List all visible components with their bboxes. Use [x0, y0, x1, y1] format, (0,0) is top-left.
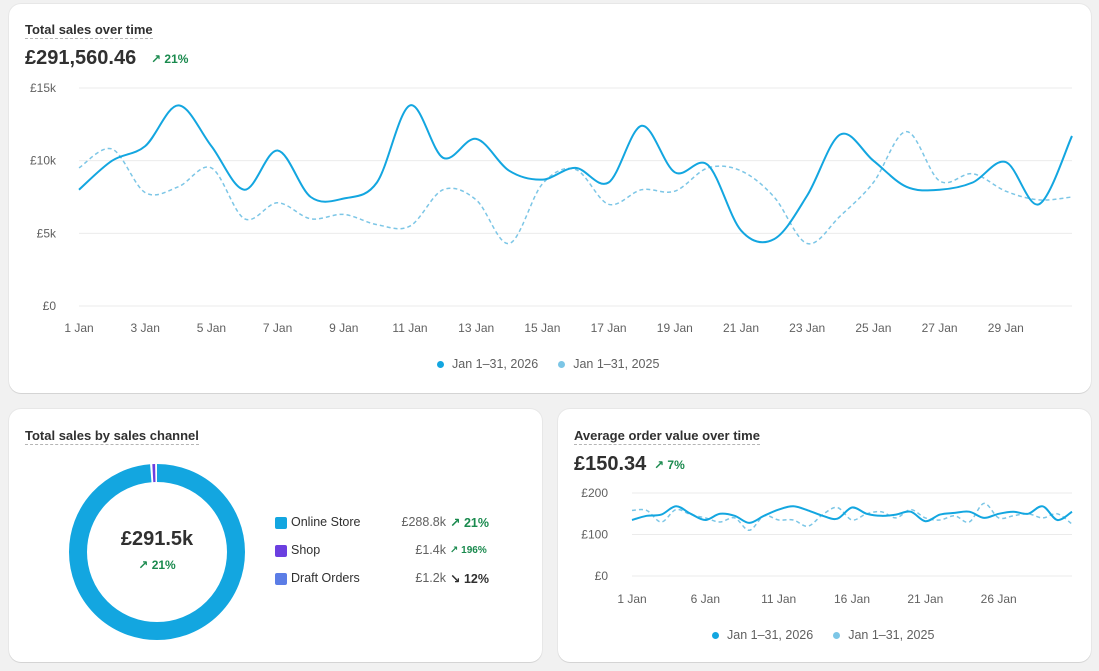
sales-channel-card: Total sales by sales channel £291.5k ↗ 2… — [9, 409, 542, 662]
y-tick-label: £5k — [37, 226, 57, 240]
channel-swatch — [275, 545, 287, 557]
total-sales-card: Total sales over time £291,560.46 ↗ 21% … — [9, 4, 1091, 393]
y-tick-label: £10k — [30, 154, 57, 168]
aov-delta: ↗ 7% — [654, 458, 685, 472]
legend-item-current[interactable]: Jan 1–31, 2026 — [712, 628, 813, 642]
channel-row-draft-orders[interactable]: Draft Orders £1.2k ↘ 12% — [275, 570, 490, 588]
channel-name: Draft Orders — [291, 571, 360, 585]
channel-delta-value: 21% — [463, 516, 489, 530]
legend-dot-current — [437, 360, 444, 368]
x-tick-label: 25 Jan — [855, 321, 891, 335]
channel-value: £1.4k — [415, 543, 446, 557]
y-tick-label: £0 — [43, 299, 57, 313]
x-tick-label: 3 Jan — [131, 321, 160, 335]
channel-swatch — [275, 517, 287, 529]
x-tick-label: 29 Jan — [988, 321, 1024, 335]
trend-up-icon: ↗ — [450, 516, 461, 530]
legend-label-previous: Jan 1–31, 2025 — [573, 357, 660, 371]
channel-delta: ↗ 21% — [450, 515, 489, 530]
legend-dot-previous — [833, 631, 841, 639]
y-tick-label: £100 — [581, 528, 608, 542]
channel-delta: ↘ 12% — [450, 571, 489, 586]
channel-swatch — [275, 573, 287, 585]
x-tick-label: 19 Jan — [657, 321, 693, 335]
total-sales-legend: Jan 1–31, 2026 Jan 1–31, 2025 — [437, 357, 659, 371]
donut-slice-online-store[interactable] — [69, 464, 245, 640]
x-tick-label: 6 Jan — [691, 592, 720, 606]
series-line-previous[interactable] — [631, 502, 1073, 532]
y-tick-label: £0 — [595, 569, 609, 583]
channel-value: £288.8k — [401, 515, 446, 529]
legend-dot-previous — [558, 360, 566, 368]
total-sales-title[interactable]: Total sales over time — [25, 22, 153, 39]
sales-channel-donut-chart — [69, 464, 245, 640]
x-tick-label: 21 Jan — [907, 592, 943, 606]
channel-value: £1.2k — [415, 571, 446, 585]
total-sales-delta: ↗ 21% — [151, 52, 188, 66]
legend-item-previous[interactable]: Jan 1–31, 2025 — [558, 357, 659, 371]
x-tick-label: 21 Jan — [723, 321, 759, 335]
x-tick-label: 7 Jan — [263, 321, 292, 335]
x-tick-label: 16 Jan — [834, 592, 870, 606]
donut-slice-draft-orders[interactable] — [69, 464, 245, 640]
legend-item-current[interactable]: Jan 1–31, 2026 — [437, 357, 538, 371]
legend-item-previous[interactable]: Jan 1–31, 2025 — [833, 628, 934, 642]
series-line-current[interactable] — [78, 104, 1073, 244]
total-sales-line-chart: £0 £5k £10k £15k 1 Jan 3 Jan 5 Jan 7 Jan 9 Jan 11… — [30, 81, 1073, 335]
sales-channel-title[interactable]: Total sales by sales channel — [25, 428, 199, 445]
y-tick-label: £200 — [581, 486, 608, 500]
total-sales-value: £291,560.46 — [25, 47, 137, 69]
series-line-previous[interactable] — [78, 130, 1073, 245]
channel-name: Shop — [291, 543, 321, 557]
donut-center-delta: ↗ 21% — [97, 558, 217, 572]
trend-down-icon: ↘ — [450, 572, 461, 586]
aov-legend: Jan 1–31, 2026 Jan 1–31, 2025 — [712, 628, 934, 642]
x-tick-label: 26 Jan — [981, 592, 1017, 606]
x-tick-label: 9 Jan — [329, 321, 358, 335]
legend-label-previous: Jan 1–31, 2025 — [848, 628, 935, 642]
total-sales-delta-value: 21% — [164, 52, 189, 66]
legend-dot-current — [712, 631, 719, 639]
legend-label-current: Jan 1–31, 2026 — [727, 628, 814, 642]
x-tick-label: 5 Jan — [197, 321, 226, 335]
x-tick-label: 1 Jan — [617, 592, 646, 606]
x-tick-label: 11 Jan — [392, 321, 427, 335]
trend-up-icon: ↗ — [654, 458, 665, 472]
donut-center-value: £291.5k — [120, 528, 194, 550]
aov-card: Average order value over time £150.34 ↗ … — [558, 409, 1091, 662]
trend-up-icon: ↗ — [450, 545, 459, 556]
channel-delta: ↗ 196% — [450, 545, 487, 556]
channel-delta-value: 12% — [463, 572, 489, 586]
channel-delta-value: 196% — [461, 545, 487, 556]
channel-row-online-store[interactable]: Online Store £288.8k ↗ 21% — [275, 514, 490, 532]
trend-up-icon: ↗ — [151, 52, 162, 66]
x-tick-label: 1 Jan — [64, 321, 93, 335]
legend-label-current: Jan 1–31, 2026 — [452, 357, 539, 371]
y-tick-label: £15k — [30, 81, 57, 95]
aov-title[interactable]: Average order value over time — [574, 428, 760, 445]
aov-value: £150.34 — [574, 453, 647, 475]
donut-delta-value: 21% — [151, 558, 176, 572]
x-tick-label: 11 Jan — [761, 592, 796, 606]
trend-up-icon: ↗ — [138, 558, 149, 572]
series-line-current[interactable] — [631, 505, 1073, 524]
aov-delta-value: 7% — [667, 458, 685, 472]
channel-row-shop[interactable]: Shop £1.4k ↗ 196% — [275, 542, 490, 560]
channel-name: Online Store — [291, 515, 361, 529]
x-tick-label: 23 Jan — [789, 321, 825, 335]
aov-line-chart: £0 £100 £200 1 Jan 6 Jan 11 Jan 16 Jan 21 Jan 26… — [581, 486, 1073, 606]
x-tick-label: 15 Jan — [524, 321, 560, 335]
x-tick-label: 17 Jan — [591, 321, 627, 335]
x-tick-label: 27 Jan — [922, 321, 958, 335]
x-tick-label: 13 Jan — [458, 321, 494, 335]
